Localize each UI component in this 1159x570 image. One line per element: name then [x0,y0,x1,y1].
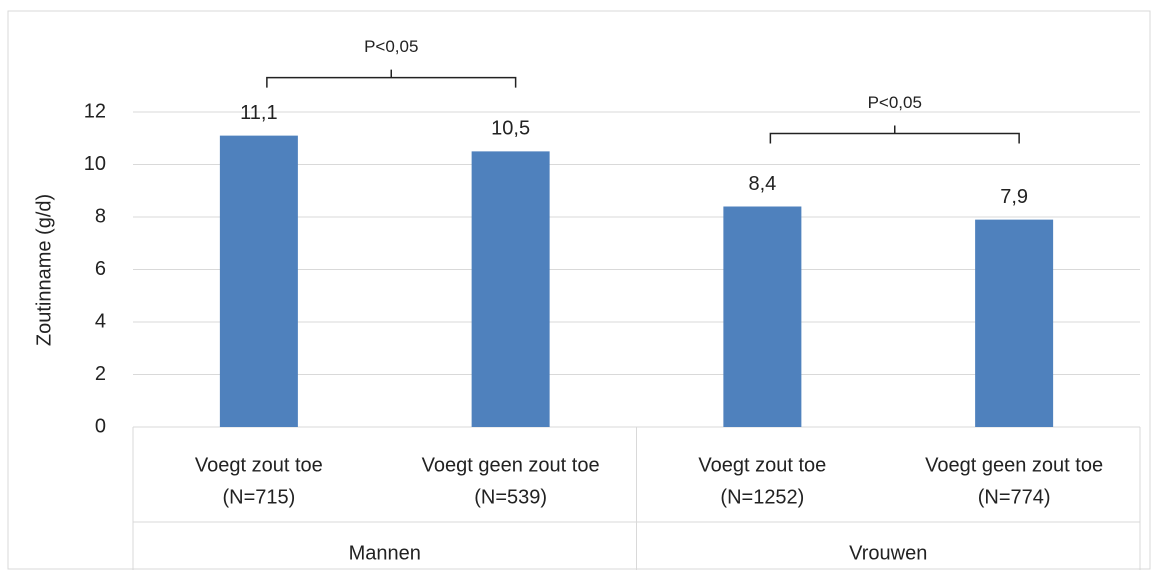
data-label: 11,1 [240,102,277,124]
group-label: Mannen [349,542,421,564]
x-tick-label: (N=1252) [720,486,804,508]
y-tick-label: 2 [95,363,106,385]
y-tick-label: 10 [84,153,106,175]
x-tick-label: Voegt geen zout toe [422,454,600,476]
y-tick-label: 12 [84,100,106,122]
x-tick-label: (N=539) [474,486,547,508]
data-label: 7,9 [1000,186,1028,208]
bar [975,219,1054,427]
significance-bracket [266,69,517,88]
y-tick-label: 6 [95,258,106,280]
bar [219,135,298,427]
data-label: 10,5 [491,118,530,140]
group-label: Vrouwen [849,542,927,564]
x-tick-label: Voegt geen zout toe [925,454,1103,476]
y-axis-label: Zoutinname (g/d) [33,194,55,346]
data-label: 8,4 [748,173,776,195]
y-tick-label: 8 [95,205,106,227]
significance-bracket [769,125,1020,144]
chart-frame [7,10,1151,570]
x-tick-label: (N=774) [978,486,1051,508]
y-tick-label: 4 [95,310,106,332]
annotation: P<0,05 [364,37,418,56]
x-tick-label: (N=715) [222,486,295,508]
x-tick-label: Voegt zout toe [195,454,323,476]
x-tick-label: Voegt zout toe [698,454,826,476]
annotation: P<0,05 [868,93,922,112]
bar [471,151,550,427]
bar [723,206,802,427]
y-tick-label: 0 [95,415,106,437]
